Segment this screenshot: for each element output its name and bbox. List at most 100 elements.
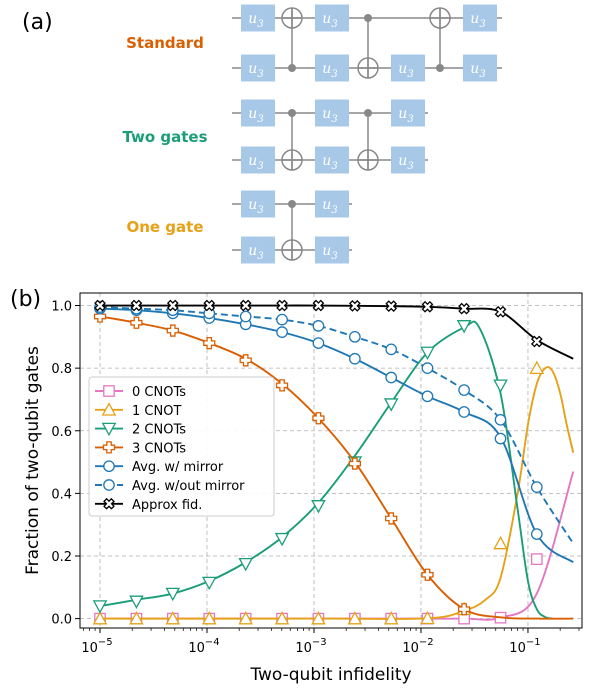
series-avg-w-out-mirror-point [349,330,361,343]
legend-label: 2 CNOTs [132,423,186,438]
series-approx-fid-point [385,300,398,313]
series-1-cnot-point [129,611,144,625]
u3-gate: u3 [315,236,349,264]
u3-gate: u3 [463,4,497,32]
u3-gate: u3 [391,99,425,127]
x-tick-label: 10−5 [81,637,112,656]
series-2-cnots-point [165,587,181,602]
circuit-one-gate: One gate u3 u3 u3 u3 [126,190,352,264]
circuit-standard: Standard u3 u3 u3 u3 u3 u3 u3 [126,4,502,82]
series-2-cnots-point [238,557,253,572]
series-3-cnots-point [130,316,143,329]
series-avg-w-mirror-point [421,390,434,403]
u3-gate-box [463,54,497,82]
u3-gate-box [315,236,349,264]
series-approx-fid-point [94,299,106,312]
legend-box [88,376,275,517]
series-1-cnot-point [274,611,290,625]
legend-entry: 3 CNOTs [95,441,186,456]
u3-gate: u3 [463,54,497,82]
series-avg-w-out-mirror-point [530,481,543,493]
series-approx-fid-point [348,299,361,312]
u3-gate-box [315,99,349,127]
cnot-gate [357,109,379,171]
series-0-cnots-point [530,553,543,565]
series-1-cnot-point [201,611,217,625]
cnot-control-dot [364,14,372,22]
u3-gate: u3 [241,99,275,127]
cnot-gate [429,7,451,72]
series-3-cnots-point [457,603,471,616]
series-2-cnots-point [493,379,508,393]
series-approx-fid-point [276,299,288,312]
legend-entry: 2 CNOTs [95,423,186,438]
series-avg-w-mirror-point [494,432,507,445]
chart-ticks: 10−5 10−4 10−3 10−2 10−1 0.0 0.2 0.4 0.6 0.8 1.0 [51,300,580,656]
series-avg-w-mirror-point [385,371,398,384]
legend-entry: Avg. w/ mirror [95,460,224,475]
series-2-cnots-point [129,595,144,609]
u3-gate-box [241,146,275,174]
u3-gate: u3 [315,4,349,32]
series-2-cnots-point [311,500,326,514]
u3-gate-box [241,4,275,32]
series-avg-w-out-mirror-point [239,310,252,323]
series-1-cnot-point [238,611,253,625]
circuit-label: One gate [126,218,203,236]
y-tick-label: 0.6 [51,425,72,440]
series-avg-w-mirror-point [312,337,325,349]
series-3-cnots-point [385,512,398,525]
legend-entry: 0 CNOTs [95,385,186,400]
series-approx-fid-point [166,299,179,312]
u3-gate: u3 [241,190,275,218]
series-2-cnots-point [456,320,472,334]
legend-label: 0 CNOTs [132,385,186,400]
series-3-cnots-point [203,336,216,350]
series-avg-w-out-mirror [94,301,575,544]
series-3-cnots-point [166,324,179,337]
x-tick-label: 10−4 [188,637,219,656]
series-1-cnot-point [165,611,181,625]
series-avg-w-out-mirror-point [312,320,325,332]
x-axis-label: Two-qubit infidelity [249,665,411,685]
y-tick-label: 0.8 [51,362,72,377]
u3-gate: u3 [241,54,275,82]
u3-gate-box [241,54,275,82]
series-3-cnots-point [93,310,107,323]
chart-legend: 0 CNOTs 1 CNOT 2 CNOTs 3 CNOTs Avg. w/ mirro… [88,376,275,517]
u3-gate: u3 [241,4,275,32]
series-approx-fid-point [458,302,470,315]
u3-gate-box [463,4,497,32]
legend-marker [102,441,116,454]
series-approx-fid-point [494,305,507,318]
u3-gate: u3 [391,54,425,82]
series-1-cnot-point [311,611,326,625]
series-avg-w-mirror-point [530,528,543,540]
u3-gate: u3 [315,146,349,174]
circuit-diagrams: Standard u3 u3 u3 u3 u3 u3 u3 Two gates u3 u3 u3 u3 u… [122,4,502,264]
series-avg-w-out-mirror-point [458,384,470,396]
y-tick-label: 0.0 [51,613,72,628]
series-1-cnot-point [92,611,108,625]
u3-gate: u3 [315,190,349,218]
u3-gate-box [391,99,425,127]
u3-gate: u3 [315,99,349,127]
cnot-control-dot [436,64,444,72]
legend-marker [101,402,117,416]
y-tick-label: 0.2 [51,550,72,565]
x-tick-label: 10−1 [509,637,540,656]
circuit-label: Two gates [122,128,207,146]
series-1-cnot-point [493,535,508,550]
circuit-two-gates: Two gates u3 u3 u3 u3 u3 u3 [122,99,428,174]
series-approx-fid-point [130,299,143,312]
infidelity-chart: 10−5 10−4 10−3 10−2 10−1 0.0 0.2 0.4 0.6 0.8 1.0 0… [23,292,583,685]
series-approx-fid [94,299,574,360]
series-3-cnots-point [348,457,362,470]
legend-entry: Approx fid. [95,498,202,513]
legend-marker [103,497,115,510]
cnot-gate [357,14,379,79]
u3-gate-box [315,54,349,82]
legend-label: Avg. w/out mirror [132,479,245,494]
legend-marker [103,460,115,473]
series-2-cnots-point [92,600,108,614]
